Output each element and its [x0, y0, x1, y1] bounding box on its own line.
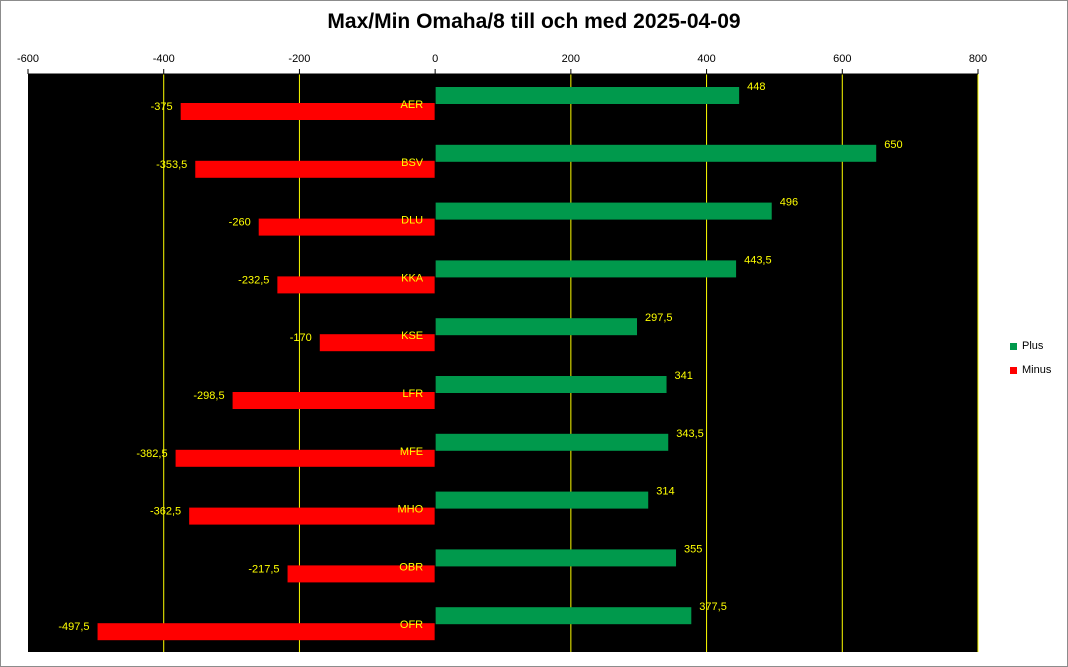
data-label-plus: 443,5: [744, 254, 772, 266]
bar-plus-dlu: [435, 202, 772, 220]
data-label-minus: -362,5: [150, 506, 181, 518]
x-tick-label: 800: [969, 53, 987, 65]
legend-item-plus: Plus: [1010, 334, 1051, 358]
data-label-minus: -375: [151, 101, 173, 113]
bar-plus-kka: [435, 260, 737, 278]
data-label-minus: -353,5: [156, 159, 187, 171]
category-label: OBR: [399, 561, 423, 573]
data-label-plus: 377,5: [699, 601, 727, 613]
x-tick-label: 600: [833, 53, 851, 65]
bar-minus-lfr: [232, 392, 436, 409]
legend-swatch-plus: [1010, 342, 1017, 350]
bar-minus-ofr: [97, 623, 436, 641]
category-label: KSE: [401, 330, 423, 342]
bar-minus-dlu: [258, 218, 436, 236]
data-label-minus: -497,5: [58, 621, 89, 633]
category-label: MHO: [397, 504, 423, 516]
bar-plus-mfe: [435, 433, 669, 451]
data-label-plus: 341: [675, 370, 693, 382]
bar-minus-mho: [189, 507, 436, 525]
x-tick-label: -400: [153, 53, 175, 65]
legend-label-plus: Plus: [1022, 340, 1044, 352]
bar-minus-obr: [287, 565, 436, 583]
category-label: DLU: [401, 215, 423, 227]
data-label-plus: 448: [747, 81, 765, 93]
x-tick-label: 200: [562, 53, 580, 65]
legend-item-minus: Minus: [1010, 358, 1051, 382]
bar-plus-kse: [435, 318, 638, 336]
data-label-minus: -260: [229, 217, 251, 229]
data-label-minus: -298,5: [193, 390, 224, 402]
bar-plus-obr: [435, 549, 677, 567]
bar-minus-mfe: [175, 449, 436, 467]
bar-plus-bsv: [435, 144, 877, 162]
data-label-minus: -217,5: [248, 563, 279, 575]
category-label: LFR: [402, 388, 423, 400]
data-label-plus: 297,5: [645, 312, 673, 324]
category-label: AER: [401, 99, 424, 111]
bar-plus-aer: [435, 87, 740, 104]
category-label: BSV: [401, 157, 424, 169]
data-label-plus: 314: [656, 486, 674, 498]
bar-plus-mho: [435, 491, 649, 509]
x-tick-label: 400: [697, 53, 715, 65]
x-tick-label: -600: [17, 53, 39, 65]
bar-plus-ofr: [435, 607, 692, 625]
data-label-minus: -170: [290, 332, 312, 344]
bar-minus-kka: [277, 276, 436, 294]
data-label-plus: 343,5: [676, 428, 704, 440]
data-label-plus: 496: [780, 197, 798, 209]
x-tick-label: -200: [288, 53, 310, 65]
bar-minus-bsv: [195, 160, 436, 178]
category-label: KKA: [401, 272, 424, 284]
data-label-minus: -232,5: [238, 274, 269, 286]
bar-minus-aer: [180, 103, 436, 120]
data-label-plus: 355: [684, 543, 702, 555]
legend-label-minus: Minus: [1022, 364, 1052, 376]
data-label-plus: 650: [884, 139, 902, 151]
bar-minus-kse: [319, 334, 436, 352]
x-tick-label: 0: [432, 53, 438, 65]
data-label-minus: -382,5: [136, 448, 167, 460]
category-label: MFE: [400, 446, 423, 458]
chart-title: Max/Min Omaha/8 till och med 2025-04-09: [327, 10, 741, 33]
legend-swatch-minus: [1010, 366, 1017, 374]
legend: Plus Minus: [1010, 334, 1051, 382]
bar-plus-lfr: [435, 376, 667, 393]
category-label: OFR: [400, 619, 423, 631]
